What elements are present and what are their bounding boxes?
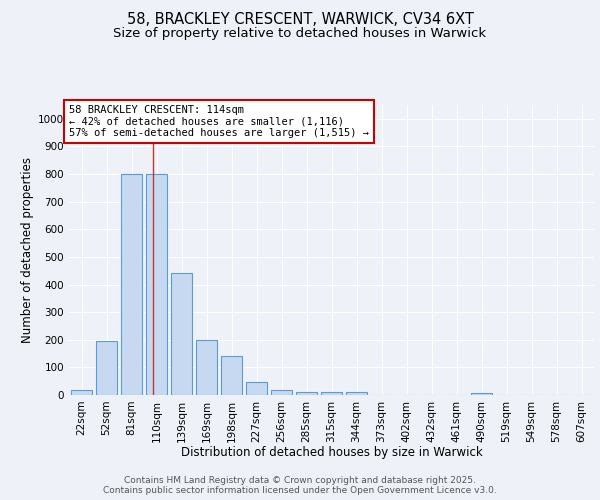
Bar xyxy=(221,356,242,395)
Bar xyxy=(321,392,342,395)
Bar xyxy=(346,392,367,395)
Text: Size of property relative to detached houses in Warwick: Size of property relative to detached ho… xyxy=(113,28,487,40)
Bar xyxy=(271,390,292,395)
Bar xyxy=(146,174,167,395)
Text: Contains HM Land Registry data © Crown copyright and database right 2025.
Contai: Contains HM Land Registry data © Crown c… xyxy=(103,476,497,495)
Bar xyxy=(171,274,192,395)
Bar xyxy=(196,340,217,395)
Text: 58 BRACKLEY CRESCENT: 114sqm
← 42% of detached houses are smaller (1,116)
57% of: 58 BRACKLEY CRESCENT: 114sqm ← 42% of de… xyxy=(69,105,369,138)
Y-axis label: Number of detached properties: Number of detached properties xyxy=(21,157,34,343)
Bar xyxy=(71,390,92,395)
Bar xyxy=(246,382,267,395)
Bar xyxy=(471,393,492,395)
Text: 58, BRACKLEY CRESCENT, WARWICK, CV34 6XT: 58, BRACKLEY CRESCENT, WARWICK, CV34 6XT xyxy=(127,12,473,28)
Bar xyxy=(121,174,142,395)
Bar xyxy=(96,341,117,395)
X-axis label: Distribution of detached houses by size in Warwick: Distribution of detached houses by size … xyxy=(181,446,482,459)
Bar xyxy=(296,392,317,395)
